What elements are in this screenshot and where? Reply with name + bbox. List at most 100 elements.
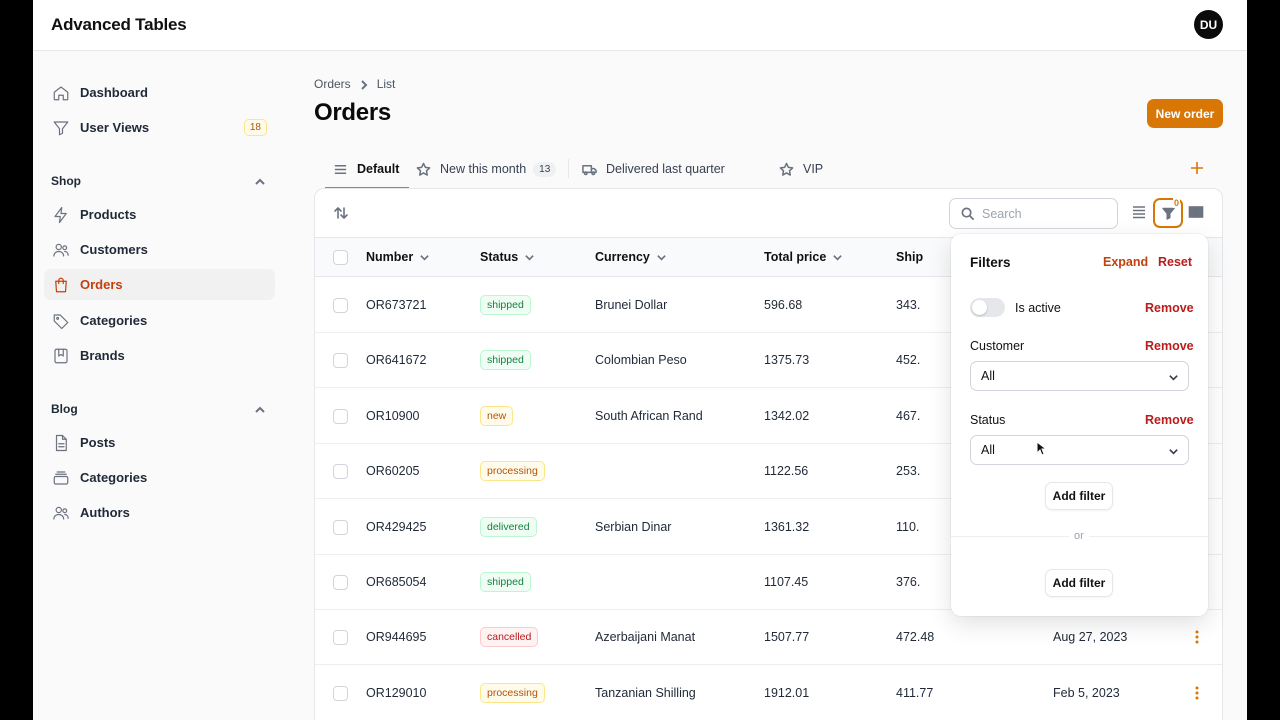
top-bar: Advanced Tables DU	[33, 0, 1247, 51]
truck-icon	[582, 161, 598, 177]
filters-reset-link[interactable]: Reset	[1158, 255, 1193, 269]
add-filter-button[interactable]: Add filter	[1045, 482, 1113, 510]
chevron-down-icon	[525, 254, 534, 261]
remove-customer-filter[interactable]: Remove	[1145, 339, 1194, 353]
brand-title[interactable]: Advanced Tables	[51, 15, 187, 34]
filters-expand-link[interactable]: Expand	[1103, 255, 1149, 269]
sidebar-item-products[interactable]: Products	[44, 199, 275, 230]
filters-panel: Filters Expand Reset Is active Remove Cu…	[951, 234, 1208, 616]
sidebar-item-dashboard[interactable]: Dashboard	[44, 77, 275, 108]
sidebar-item-authors[interactable]: Authors	[44, 497, 275, 528]
row-checkbox[interactable]	[333, 464, 348, 480]
sidebar-item-label: Authors	[80, 505, 130, 520]
column-label: Ship	[896, 250, 924, 264]
row-checkbox[interactable]	[333, 685, 348, 701]
chevron-down-icon	[833, 254, 843, 261]
column-header-status[interactable]: Status	[480, 250, 535, 264]
search-input[interactable]	[982, 206, 1102, 221]
list-icon	[333, 161, 349, 177]
column-header-currency[interactable]: Currency	[595, 250, 667, 264]
tab-label: Default	[357, 162, 400, 176]
sidebar-group-blog[interactable]: Blog	[51, 402, 78, 416]
column-label: Status	[480, 250, 519, 264]
status-select[interactable]: All	[970, 435, 1189, 465]
row-checkbox[interactable]	[333, 575, 348, 590]
tab-count-badge: 13	[533, 161, 557, 177]
tag-icon	[51, 311, 71, 331]
row-actions-kebab-icon[interactable]	[1195, 686, 1199, 700]
row-checkbox[interactable]	[333, 408, 348, 424]
sidebar-item-categories[interactable]: Categories	[44, 305, 275, 336]
remove-is-active-filter[interactable]: Remove	[1145, 301, 1194, 315]
order-date-cell: Feb 5, 2023	[1053, 685, 1120, 700]
sidebar-item-user-views[interactable]: User Views 18	[44, 112, 275, 143]
sidebar-item-label: Customers	[80, 242, 148, 257]
sidebar-item-label: Categories	[80, 470, 148, 485]
status-badge: delivered	[480, 516, 537, 537]
bookmark-square-icon	[51, 346, 71, 366]
filter-button[interactable]: 0	[1153, 198, 1183, 228]
filters-title: Filters	[970, 255, 1011, 270]
sidebar-group-shop[interactable]: Shop	[51, 174, 81, 188]
order-number: OR944695	[366, 630, 427, 645]
column-header-number[interactable]: Number	[366, 250, 430, 264]
row-checkbox[interactable]	[333, 353, 348, 369]
is-active-toggle[interactable]	[970, 298, 1005, 317]
sidebar-item-customers[interactable]: Customers	[44, 234, 275, 265]
row-checkbox[interactable]	[333, 519, 348, 535]
breadcrumb: Orders List	[314, 77, 395, 91]
list-layout-icon[interactable]	[1131, 204, 1149, 222]
new-order-button[interactable]: New order	[1147, 99, 1223, 128]
sort-arrows-icon[interactable]	[333, 205, 351, 223]
status-badge: new	[480, 405, 514, 426]
breadcrumb-list: List	[376, 77, 396, 91]
breadcrumb-orders[interactable]: Orders	[314, 77, 351, 91]
total-price-cell: 1107.45	[764, 575, 809, 589]
sidebar-item-label: Orders	[80, 277, 123, 292]
column-label: Total price	[764, 250, 827, 264]
table-row[interactable]: OR129010 processing Tanzanian Shilling 1912…	[315, 665, 1222, 720]
chevron-down-icon	[1169, 375, 1178, 381]
table-toolbar: 0	[315, 189, 1222, 238]
home-icon	[51, 83, 71, 103]
search-field[interactable]	[949, 198, 1118, 229]
total-price-cell: 1122.56	[764, 464, 809, 479]
document-icon	[51, 433, 71, 453]
order-number: OR673721	[366, 298, 427, 312]
sidebar-item-orders[interactable]: Orders	[44, 269, 275, 300]
add-filter-group-button[interactable]: Add filter	[1045, 569, 1113, 597]
select-all-checkbox[interactable]	[333, 250, 348, 265]
tab-default[interactable]: Default	[325, 150, 410, 189]
chevron-down-icon	[657, 254, 666, 261]
column-header-total-price[interactable]: Total price	[764, 250, 843, 264]
order-number: OR60205	[366, 464, 420, 479]
customer-select[interactable]: All	[970, 361, 1189, 391]
add-view-plus-icon[interactable]	[1189, 160, 1205, 176]
shipping-cost-cell: 411.77	[896, 685, 934, 700]
sidebar-item-posts[interactable]: Posts	[44, 427, 275, 458]
user-avatar[interactable]: DU	[1194, 10, 1223, 39]
order-number: OR685054	[366, 575, 427, 589]
status-badge: processing	[480, 682, 545, 703]
currency-cell: Azerbaijani Manat	[595, 630, 696, 645]
columns-icon[interactable]	[1188, 204, 1206, 222]
tab-vip[interactable]: VIP	[779, 150, 823, 188]
funnel-icon	[51, 118, 71, 138]
chevron-up-icon[interactable]	[254, 403, 266, 415]
customer-filter-label: Customer	[970, 339, 1025, 353]
tab-delivered-last-quarter[interactable]: Delivered last quarter	[582, 150, 725, 188]
shipping-cost-cell: 110.	[896, 519, 920, 534]
row-actions-kebab-icon[interactable]	[1195, 630, 1199, 644]
row-checkbox[interactable]	[333, 298, 348, 313]
order-number: OR429425	[366, 519, 427, 534]
tab-new-this-month[interactable]: New this month 13	[416, 150, 557, 188]
table-row[interactable]: OR944695 cancelled Azerbaijani Manat 1507.7…	[315, 610, 1222, 666]
chevron-up-icon[interactable]	[254, 175, 266, 187]
column-header-shipping[interactable]: Ship	[896, 250, 923, 264]
filter-count-badge: 0	[1173, 198, 1181, 208]
remove-status-filter[interactable]: Remove	[1145, 413, 1194, 427]
bolt-icon	[51, 205, 71, 225]
sidebar-item-blog-categories[interactable]: Categories	[44, 462, 275, 493]
sidebar-item-brands[interactable]: Brands	[44, 340, 275, 371]
row-checkbox[interactable]	[333, 630, 348, 646]
